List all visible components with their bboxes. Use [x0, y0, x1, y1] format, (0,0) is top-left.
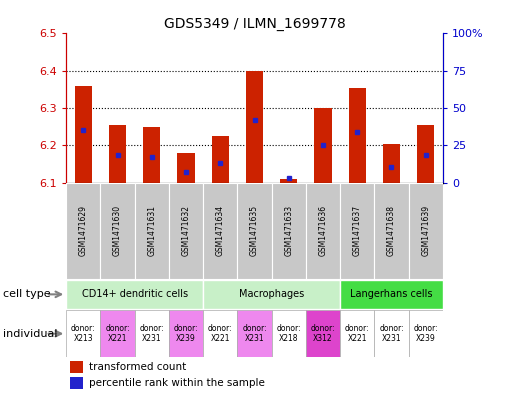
Bar: [409, 310, 443, 357]
Bar: [135, 310, 169, 357]
Bar: [169, 183, 203, 279]
Bar: [417, 125, 434, 183]
Bar: [374, 310, 409, 357]
Text: donor:
X221: donor: X221: [345, 324, 370, 343]
Bar: [306, 183, 340, 279]
Text: GSM1471631: GSM1471631: [147, 206, 156, 256]
Text: donor:
X218: donor: X218: [276, 324, 301, 343]
Bar: [203, 183, 237, 279]
Bar: [109, 125, 126, 183]
Text: Macrophages: Macrophages: [239, 289, 304, 299]
Bar: [280, 179, 297, 183]
Text: GSM1471636: GSM1471636: [319, 205, 327, 257]
Bar: [212, 136, 229, 183]
Bar: [340, 280, 443, 309]
Text: individual: individual: [3, 329, 57, 339]
Text: GSM1471635: GSM1471635: [250, 205, 259, 257]
Bar: [100, 183, 135, 279]
Text: donor:
X221: donor: X221: [105, 324, 130, 343]
Text: donor:
X213: donor: X213: [71, 324, 96, 343]
Text: GSM1471633: GSM1471633: [284, 205, 293, 257]
Text: donor:
X231: donor: X231: [242, 324, 267, 343]
Title: GDS5349 / ILMN_1699778: GDS5349 / ILMN_1699778: [163, 17, 346, 31]
Bar: [143, 127, 160, 183]
Bar: [272, 183, 306, 279]
Text: GSM1471632: GSM1471632: [182, 206, 190, 256]
Bar: [66, 183, 100, 279]
Text: GSM1471629: GSM1471629: [79, 206, 88, 256]
Text: donor:
X221: donor: X221: [208, 324, 233, 343]
Text: cell type: cell type: [3, 289, 50, 299]
Bar: [246, 71, 263, 183]
Text: Langerhans cells: Langerhans cells: [350, 289, 433, 299]
Text: donor:
X239: donor: X239: [174, 324, 199, 343]
Bar: [409, 183, 443, 279]
Bar: [237, 183, 272, 279]
Bar: [70, 377, 83, 389]
Text: percentile rank within the sample: percentile rank within the sample: [89, 378, 265, 388]
Bar: [169, 310, 203, 357]
Bar: [203, 280, 340, 309]
Text: GSM1471639: GSM1471639: [421, 205, 430, 257]
Text: donor:
X312: donor: X312: [310, 324, 335, 343]
Bar: [66, 310, 100, 357]
Bar: [135, 183, 169, 279]
Text: GSM1471638: GSM1471638: [387, 206, 396, 256]
Text: donor:
X239: donor: X239: [413, 324, 438, 343]
Bar: [340, 310, 374, 357]
Text: CD14+ dendritic cells: CD14+ dendritic cells: [81, 289, 188, 299]
Text: donor:
X231: donor: X231: [139, 324, 164, 343]
Bar: [349, 88, 366, 183]
Bar: [340, 183, 374, 279]
Text: GSM1471634: GSM1471634: [216, 205, 225, 257]
Text: transformed count: transformed count: [89, 362, 186, 372]
Bar: [203, 310, 237, 357]
Bar: [75, 86, 92, 183]
Bar: [306, 310, 340, 357]
Text: GSM1471630: GSM1471630: [113, 205, 122, 257]
Bar: [66, 280, 203, 309]
Bar: [100, 310, 135, 357]
Bar: [315, 108, 331, 183]
Text: donor:
X231: donor: X231: [379, 324, 404, 343]
Bar: [272, 310, 306, 357]
Bar: [383, 143, 400, 183]
Bar: [70, 361, 83, 373]
Text: GSM1471637: GSM1471637: [353, 205, 362, 257]
Bar: [178, 153, 194, 183]
Bar: [374, 183, 409, 279]
Bar: [237, 310, 272, 357]
